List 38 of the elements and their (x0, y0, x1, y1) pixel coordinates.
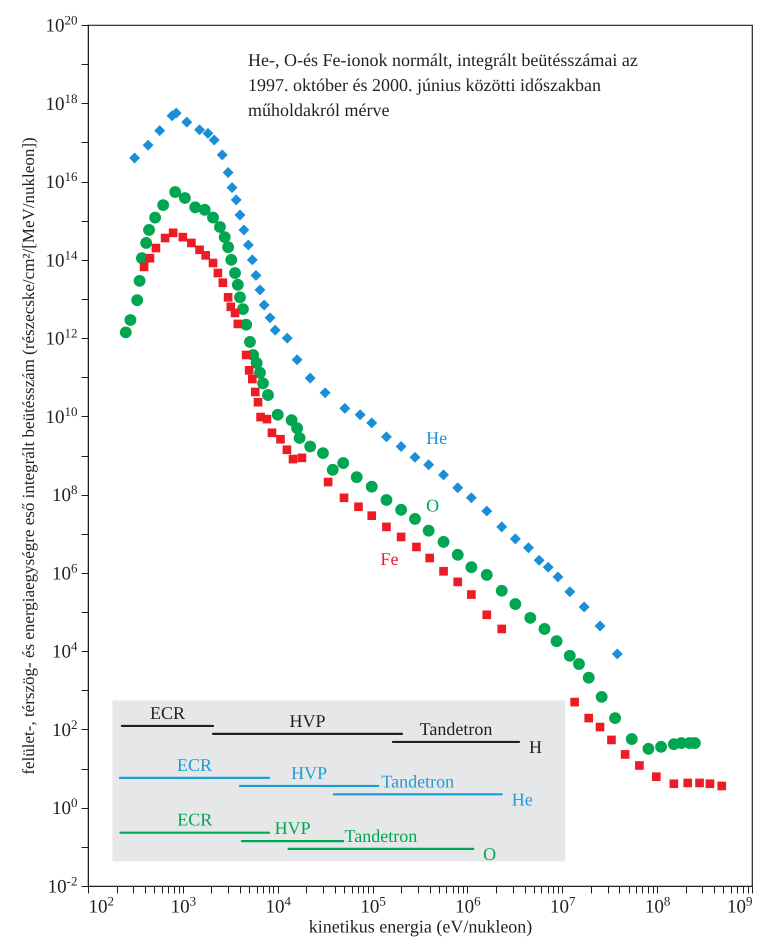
text: He-, O-és Fe-ionok normált, integrált beütésszámai az 1997. október és 2000. június közötti időszakban műholdakról mérve (248, 49, 639, 122)
y-tick-label: 10$^{4}$ (52, 638, 78, 663)
y-tick-label: 10$^{6}$ (52, 560, 78, 584)
y-tick-label: 10$^{18}$ (46, 90, 78, 115)
y-tick-label: 10$^{8}$ (52, 482, 78, 506)
series-label: Tandetron (420, 718, 492, 739)
series-label: HVP (274, 818, 311, 838)
series-label: Tandetron (381, 771, 454, 792)
y-tick-label: 10$^{12}$ (46, 325, 78, 350)
annotation: He (512, 789, 533, 810)
series-label: HVP (291, 762, 328, 783)
x-tick-label: 10$^{7}$ (550, 893, 576, 918)
series-label: O (426, 496, 440, 516)
x-tick-label: 10$^{8}$ (644, 893, 670, 918)
series-label: Fe (380, 548, 398, 569)
y-tick-label: 10$^{10}$ (46, 403, 78, 428)
x-tick-label: 10$^{6}$ (455, 893, 482, 918)
y-tick-label: 10$^{16}$ (46, 168, 78, 194)
x-axis-title: kinetikus energia (eV/nukleon) (308, 916, 532, 936)
x-tick-label: 10$^{4}$ (265, 893, 292, 918)
x-tick-label: 10$^{3}$ (170, 893, 196, 918)
series-label: He (426, 428, 448, 448)
y-tick-label: 10$^{2}$ (52, 716, 78, 741)
y-tick-label: 10$^{0}$ (52, 794, 78, 820)
series-label: Tandetron (344, 826, 418, 846)
y-tick-label: 10$^{14}$ (46, 246, 78, 272)
series-label: ECR (177, 810, 212, 830)
series-label: ECR (150, 702, 185, 723)
x-tick-label: 10$^{2}$ (88, 893, 114, 918)
annotation: O (483, 844, 496, 864)
y-axis-title: felület-, térszög- és energiaegységre eső integrált beütésszám (részecske/cm²/[MeV/nukleon]) (18, 137, 38, 775)
series-label: HVP (289, 710, 326, 731)
x-tick-label: 10$^{5}$ (360, 893, 386, 918)
series-label: ECR (176, 754, 212, 775)
y-tick-label: 10$^{-2}$ (48, 873, 78, 898)
annotation: H (529, 736, 542, 757)
x-tick-label: 10$^{9}$ (727, 893, 752, 918)
y-tick-label: 10$^{20}$ (46, 12, 78, 36)
